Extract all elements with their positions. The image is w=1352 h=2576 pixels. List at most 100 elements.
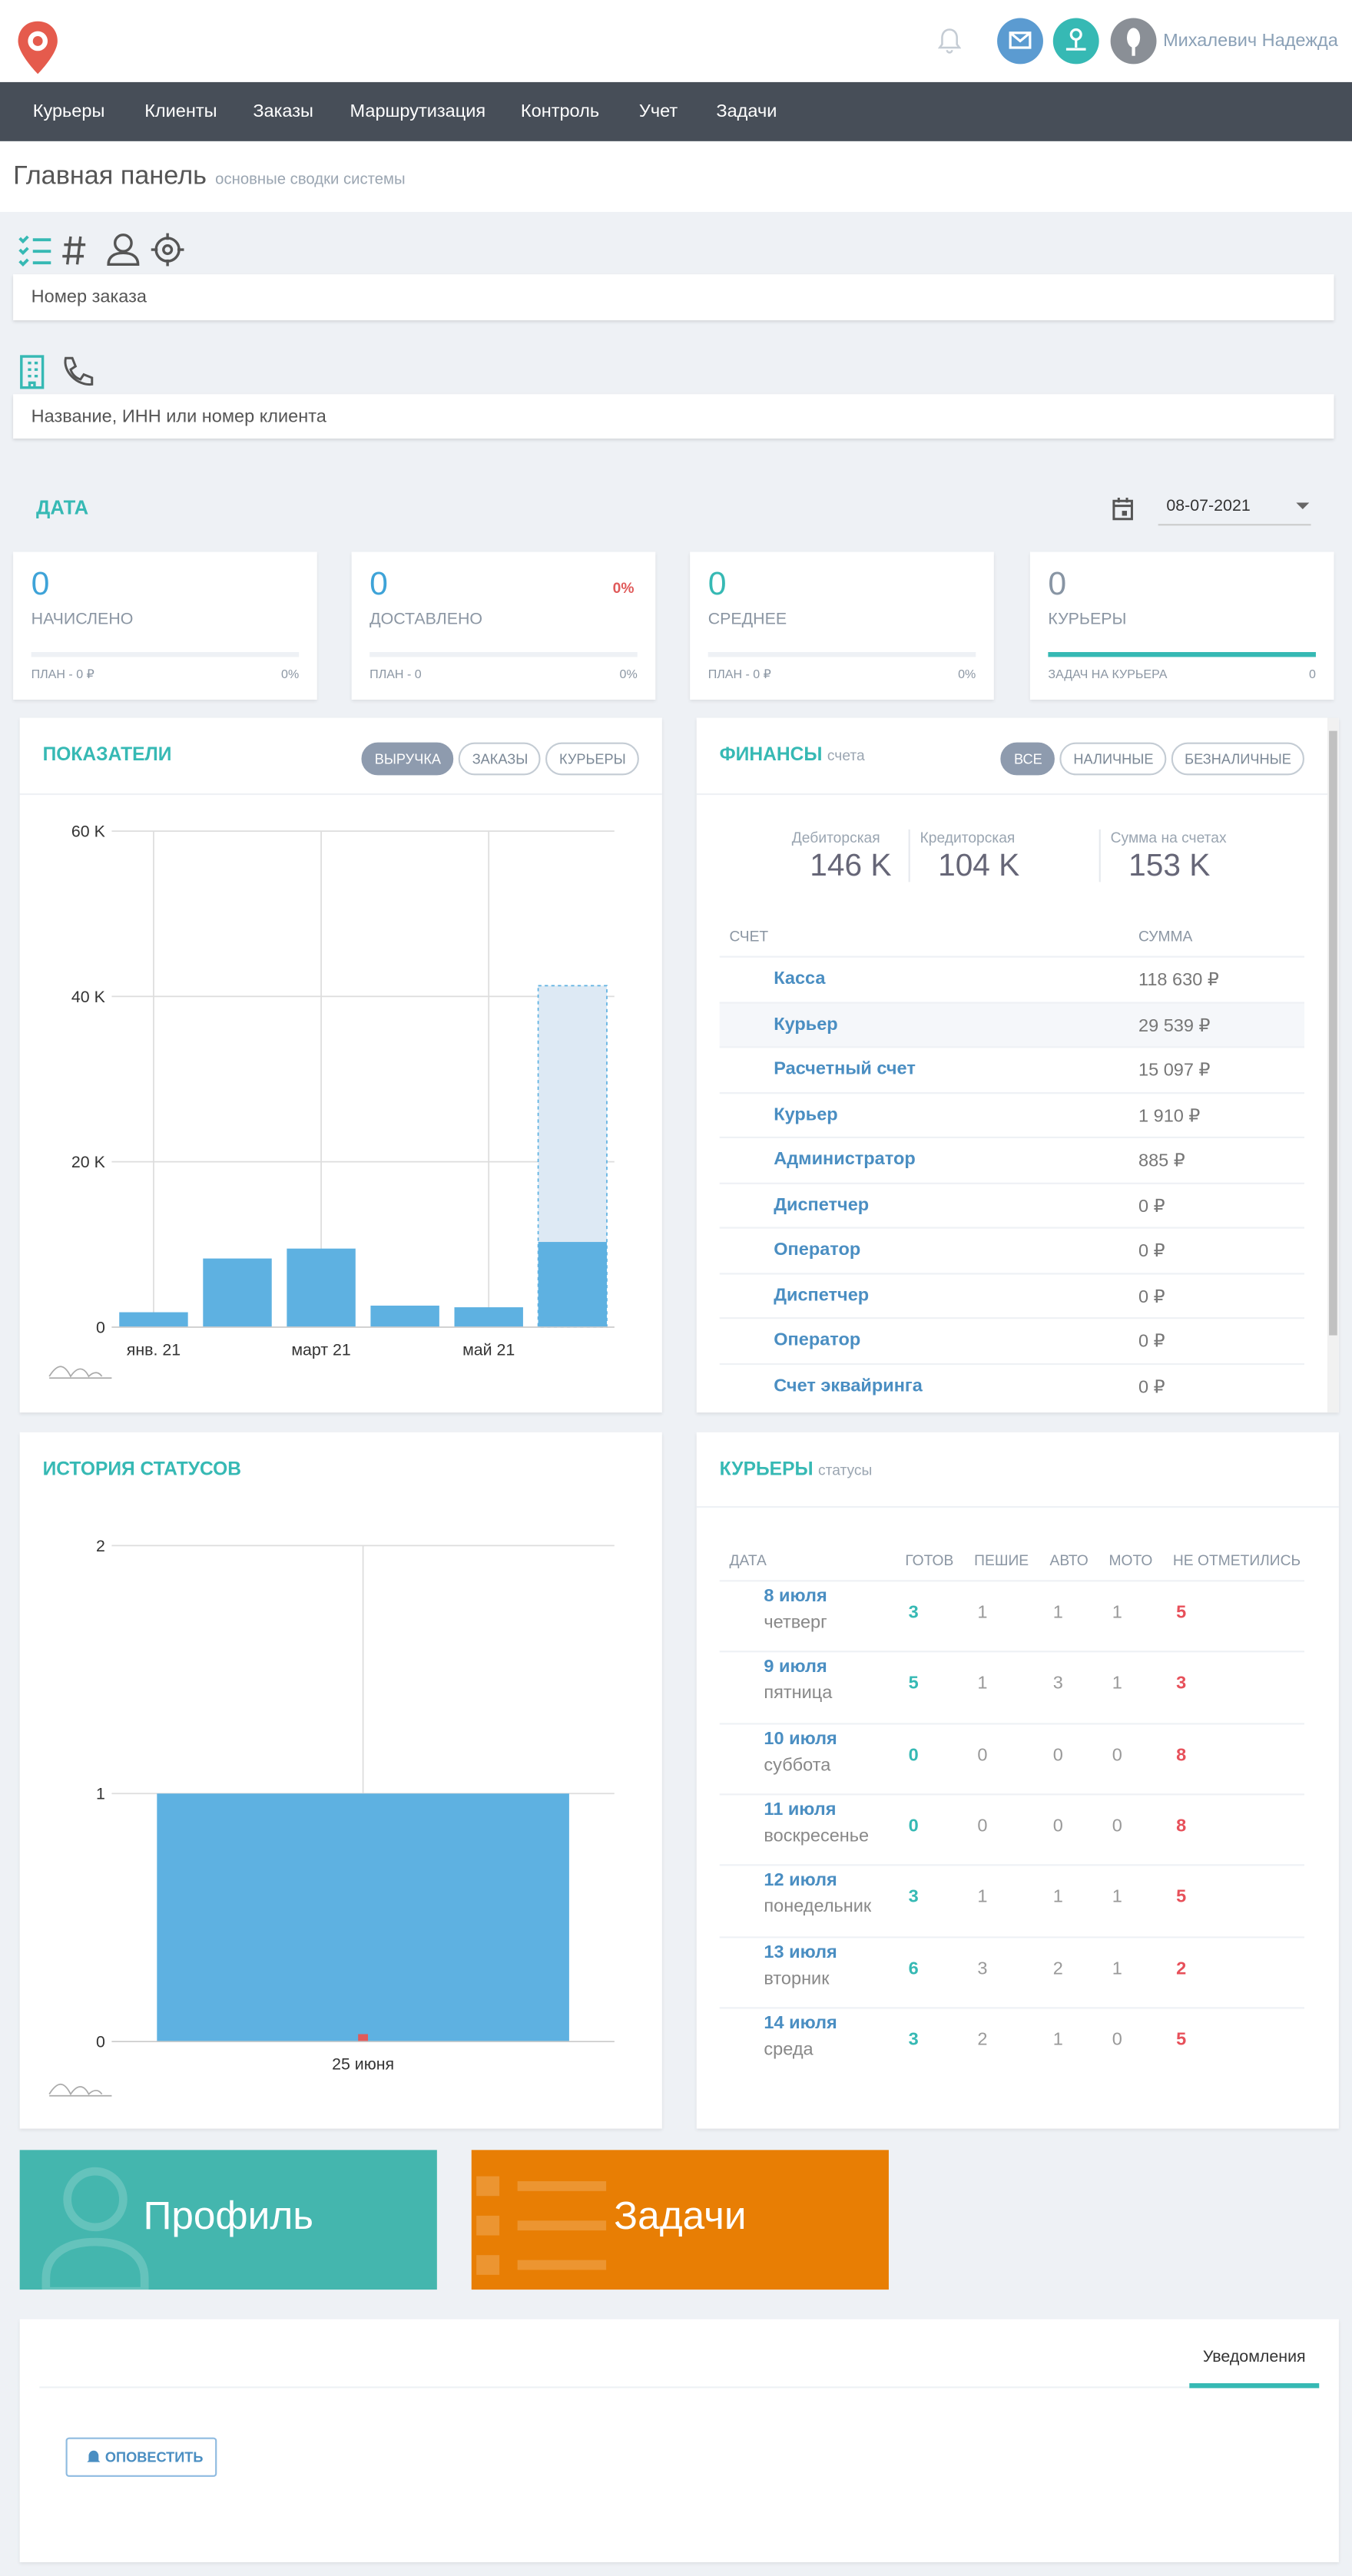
account-name[interactable]: Касса	[774, 968, 826, 989]
date[interactable]: 10 июля	[764, 1728, 837, 1749]
count: 8	[1176, 1816, 1187, 1836]
tab[interactable]: ВЫРУЧКА	[361, 742, 455, 776]
profile-tile[interactable]: Профиль	[19, 2150, 437, 2290]
account-name[interactable]: Диспетчер	[774, 1285, 870, 1306]
date[interactable]: 13 июля	[764, 1942, 837, 1962]
tile-icon	[476, 2176, 607, 2275]
account-name[interactable]: Курьер	[774, 1104, 838, 1124]
scrollbar[interactable]	[1327, 717, 1339, 1413]
date[interactable]: 12 июля	[764, 1871, 837, 1891]
count: 1	[977, 1887, 988, 1908]
count: 2	[1052, 1958, 1063, 1978]
courier-row: 9 июля пятница 5 1 3 1 3	[719, 1651, 1304, 1723]
weekday: вторник	[764, 1968, 830, 1988]
divider	[696, 793, 1339, 796]
account-sum: 15 097 ₽	[1138, 1061, 1211, 1081]
divider	[696, 1506, 1339, 1508]
column-header: ГОТОВ	[905, 1551, 954, 1569]
nav-item[interactable]: Маршрутизация	[350, 101, 486, 122]
panel-title: ИСТОРИЯ СТАТУСОВ	[42, 1460, 242, 1480]
column-header: СЧЕТ	[729, 928, 769, 945]
account-sum: 1 910 ₽	[1138, 1106, 1201, 1126]
avatar[interactable]	[1110, 18, 1157, 65]
count: 0	[908, 1816, 919, 1836]
page-title: Главная панель	[13, 162, 207, 191]
count: 3	[1176, 1674, 1187, 1694]
account-name[interactable]: Курьер	[774, 1014, 838, 1035]
stat-card: 0 СРЕДНЕЕ ПЛАН - 0 ₽ 0%	[690, 551, 994, 700]
user-name[interactable]: Михалевич Надежда	[1163, 31, 1338, 51]
column-header: НЕ ОТМЕТИЛИСЬ	[1172, 1551, 1301, 1569]
account-name[interactable]: Диспетчер	[774, 1194, 870, 1215]
tab[interactable]: ВСЕ	[1000, 742, 1055, 776]
subtitle: счета	[827, 747, 865, 764]
weekday: суббота	[764, 1755, 831, 1775]
nav-item[interactable]: Курьеры	[32, 101, 105, 122]
account-name[interactable]: Оператор	[774, 1330, 861, 1350]
y-tick-label: 40 K	[71, 988, 106, 1006]
tab[interactable]: ЗАКАЗЫ	[459, 742, 542, 776]
account-sum: 0 ₽	[1138, 1332, 1165, 1353]
account-sum: 118 630 ₽	[1138, 970, 1219, 991]
summary-label: Сумма на счетах	[1110, 829, 1227, 846]
courier-row: 12 июля понедельник 3 1 1 1 5	[719, 1864, 1304, 1937]
account-name[interactable]: Расчетный счет	[774, 1059, 916, 1080]
date[interactable]: 9 июля	[764, 1657, 827, 1678]
count: 3	[908, 1603, 919, 1623]
column-header: МОТО	[1108, 1551, 1153, 1569]
weekday: среда	[764, 2039, 814, 2060]
account-name[interactable]: Счет эквайринга	[774, 1376, 923, 1396]
client-search-icons[interactable]	[16, 353, 98, 389]
tab[interactable]: БЕЗНАЛИЧНЫЕ	[1171, 742, 1304, 776]
tab[interactable]: Уведомления	[1202, 2349, 1306, 2367]
top-bar: Михалевич Надежда	[0, 0, 1352, 82]
logo[interactable]	[16, 20, 59, 76]
button-label: ОПОВЕСТИТЬ	[104, 2449, 204, 2465]
count: 0	[977, 1816, 988, 1836]
stat-value: 0	[1048, 566, 1067, 603]
count: 5	[1176, 1887, 1187, 1908]
page-subtitle: основные сводки системы	[215, 171, 406, 189]
indicators-panel: ПОКАЗАТЕЛИ ВЫРУЧКА ЗАКАЗЫ КУРЬЕРЫ 0 20 K 40 …	[19, 717, 662, 1413]
count: 0	[977, 1745, 988, 1766]
tab[interactable]: КУРЬЕРЫ	[545, 742, 639, 776]
count: 3	[977, 1958, 988, 1978]
client-search[interactable]: Название, ИНН или номер клиента	[13, 394, 1334, 439]
account-name[interactable]: Администратор	[774, 1149, 916, 1170]
scroll-thumb[interactable]	[1329, 730, 1337, 1336]
tasks-button[interactable]	[1052, 18, 1099, 65]
y-tick-label: 1	[96, 1785, 105, 1803]
tasks-tile[interactable]: Задачи	[471, 2150, 889, 2290]
nav-item[interactable]: Задачи	[716, 101, 777, 122]
notify-button[interactable]: ОПОВЕСТИТЬ	[65, 2437, 217, 2477]
courier-row: 11 июля воскресенье 0 0 0 0 8	[719, 1793, 1304, 1866]
nav-item[interactable]: Учет	[638, 101, 678, 122]
bell-icon[interactable]	[938, 28, 962, 54]
date-picker[interactable]: 08-07-2021	[1158, 489, 1311, 526]
order-search[interactable]: Номер заказа	[13, 274, 1334, 321]
count: 5	[1176, 2029, 1187, 2050]
bar	[370, 1305, 439, 1327]
count: 0	[908, 1745, 919, 1766]
title: КУРЬЕРЫ	[719, 1460, 814, 1480]
courier-row: 10 июля суббота 0 0 0 0 8	[719, 1722, 1304, 1794]
date[interactable]: 8 июля	[764, 1586, 827, 1607]
title: ФИНАНСЫ	[719, 745, 823, 766]
date-label: ДАТА	[36, 495, 89, 519]
account-row: Курьер 29 539 ₽	[719, 1001, 1304, 1048]
column-header: ДАТА	[729, 1551, 767, 1569]
tab[interactable]: НАЛИЧНЫЕ	[1060, 742, 1167, 776]
mail-button[interactable]	[997, 18, 1043, 65]
tile-icon	[41, 2167, 149, 2290]
nav-item[interactable]: Клиенты	[144, 101, 217, 122]
summary-value: 104 K	[938, 849, 1020, 884]
account-name[interactable]: Оператор	[774, 1240, 861, 1260]
stat-footer: ЗАДАЧ НА КУРЬЕРА	[1048, 667, 1168, 682]
bar	[454, 1307, 523, 1327]
nav-item[interactable]: Контроль	[520, 101, 600, 122]
nav-item[interactable]: Заказы	[253, 101, 313, 122]
search-type-icons[interactable]	[16, 232, 197, 268]
date[interactable]: 11 июля	[764, 1800, 837, 1820]
date[interactable]: 14 июля	[764, 2013, 837, 2034]
x-tick-label: 25 июня	[332, 2055, 394, 2074]
